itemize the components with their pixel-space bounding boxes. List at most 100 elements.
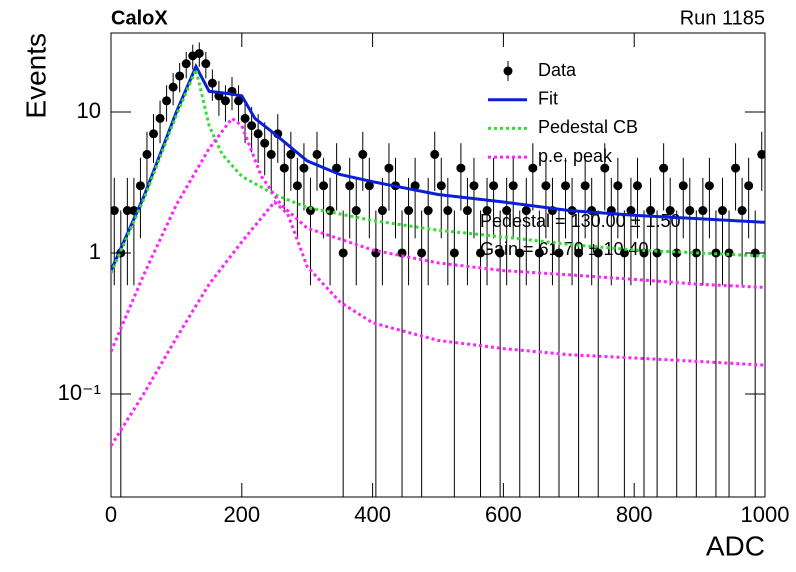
x-axis-label: ADC bbox=[706, 530, 765, 561]
data-point bbox=[462, 206, 472, 216]
data-point bbox=[508, 181, 518, 191]
x-tick-label: 1000 bbox=[741, 502, 790, 527]
data-point bbox=[332, 163, 342, 173]
y-tick-label: 1 bbox=[89, 239, 101, 264]
data-point bbox=[384, 163, 394, 173]
data-point bbox=[168, 82, 178, 92]
data-point bbox=[234, 96, 244, 106]
data-point bbox=[593, 248, 603, 258]
data-point bbox=[436, 181, 446, 191]
data-point bbox=[502, 206, 512, 216]
data-point bbox=[175, 71, 185, 81]
y-tick-label: 10⁻¹ bbox=[58, 380, 101, 405]
data-point bbox=[717, 206, 727, 216]
data-point bbox=[600, 163, 610, 173]
legend-label: Data bbox=[538, 60, 577, 80]
data-point bbox=[305, 206, 315, 216]
data-point bbox=[757, 149, 765, 159]
data-point bbox=[194, 48, 204, 58]
data-point bbox=[449, 248, 459, 258]
plot-frame bbox=[110, 32, 766, 498]
x-tick-label: 200 bbox=[223, 502, 260, 527]
data-point bbox=[632, 181, 642, 191]
y-axis-label: Events bbox=[20, 33, 51, 119]
data-point bbox=[181, 59, 191, 69]
data-point bbox=[639, 248, 649, 258]
x-tick-label: 400 bbox=[354, 502, 391, 527]
data-point bbox=[476, 248, 486, 258]
legend-label: Pedestal CB bbox=[538, 117, 638, 137]
data-point bbox=[358, 149, 368, 159]
data-point bbox=[580, 181, 590, 191]
data-point bbox=[286, 149, 296, 159]
data-point bbox=[207, 78, 217, 88]
data-point bbox=[319, 181, 329, 191]
data-point bbox=[149, 129, 159, 139]
data-point bbox=[665, 206, 675, 216]
data-point bbox=[135, 181, 145, 191]
data-point bbox=[744, 181, 754, 191]
data-point bbox=[260, 138, 270, 148]
data-point bbox=[247, 121, 257, 131]
y-tick-label: 10 bbox=[77, 98, 101, 123]
data-point bbox=[220, 96, 230, 106]
data-point bbox=[456, 163, 466, 173]
data-point bbox=[423, 206, 433, 216]
data-point bbox=[646, 206, 656, 216]
data-point bbox=[561, 181, 571, 191]
data-point bbox=[111, 206, 119, 216]
data-point bbox=[404, 206, 414, 216]
data-point bbox=[489, 181, 499, 191]
data-point bbox=[521, 206, 531, 216]
chart-title: CaloX bbox=[111, 7, 168, 29]
fit-curve bbox=[111, 64, 765, 274]
data-point bbox=[515, 248, 525, 258]
data-point bbox=[201, 59, 211, 69]
fit-curve bbox=[111, 116, 765, 353]
data-point bbox=[541, 181, 551, 191]
data-point bbox=[162, 96, 172, 106]
data-point bbox=[482, 206, 492, 216]
x-tick-label: 0 bbox=[105, 502, 117, 527]
data-point bbox=[495, 248, 505, 258]
data-point bbox=[737, 206, 747, 216]
data-point bbox=[698, 206, 708, 216]
data-point bbox=[240, 113, 250, 123]
data-point bbox=[613, 181, 623, 191]
data-point bbox=[534, 248, 544, 258]
data-point bbox=[410, 181, 420, 191]
data-point bbox=[292, 181, 302, 191]
data-point bbox=[338, 248, 348, 258]
data-point bbox=[417, 248, 427, 258]
data-point bbox=[155, 113, 165, 123]
data-point bbox=[364, 181, 374, 191]
data-point bbox=[443, 206, 453, 216]
data-point bbox=[469, 181, 479, 191]
fit-curve bbox=[111, 199, 765, 447]
data-point bbox=[279, 163, 289, 173]
data-point bbox=[122, 206, 132, 216]
chart-subtitle: Run 1185 bbox=[680, 7, 765, 29]
legend-marker bbox=[503, 66, 513, 76]
data-point bbox=[554, 248, 564, 258]
data-point bbox=[528, 163, 538, 173]
fit-curve bbox=[111, 63, 765, 272]
data-point bbox=[574, 248, 584, 258]
legend-label: p.e. peak bbox=[538, 146, 613, 166]
data-point bbox=[266, 149, 276, 159]
data-point bbox=[659, 163, 669, 173]
data-point bbox=[377, 206, 387, 216]
x-tick-label: 600 bbox=[485, 502, 522, 527]
data-point bbox=[678, 181, 688, 191]
data-point bbox=[142, 149, 152, 159]
data-point bbox=[430, 149, 440, 159]
data-point bbox=[685, 206, 695, 216]
data-point bbox=[731, 163, 741, 173]
data-point bbox=[253, 129, 263, 139]
data-point bbox=[351, 206, 361, 216]
data-point bbox=[345, 181, 355, 191]
data-point bbox=[312, 149, 322, 159]
plot-area bbox=[111, 42, 765, 497]
data-point bbox=[626, 206, 636, 216]
